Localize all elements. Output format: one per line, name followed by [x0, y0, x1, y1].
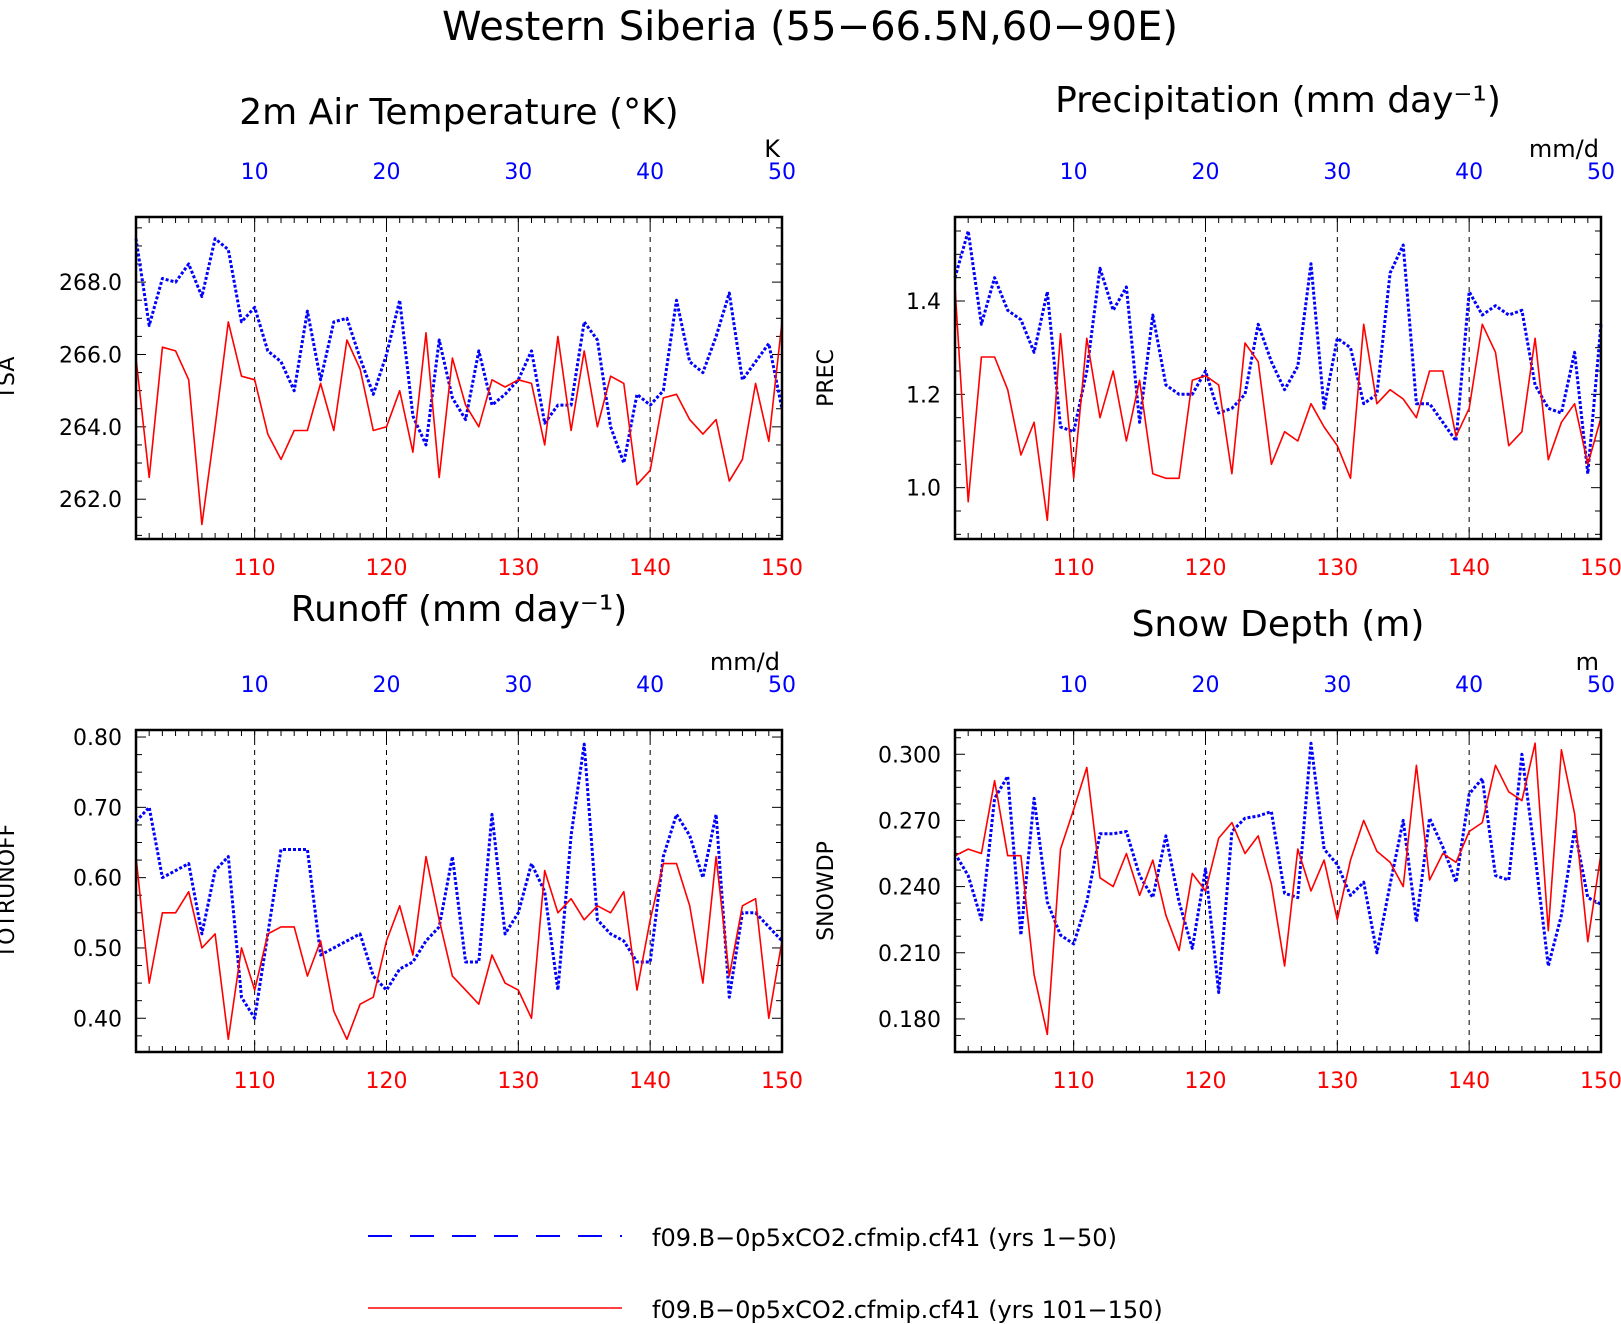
y-axis-label: PREC [814, 349, 839, 407]
x-top-tick-label: 50 [1587, 160, 1615, 185]
chart-title: Snow Depth (m) [1132, 604, 1425, 645]
series-line-yrs-101-150 [954, 742, 1602, 1036]
x-top-tick-label: 40 [1455, 160, 1483, 185]
x-top-tick-label: 50 [768, 673, 796, 698]
x-top-tick-label: 30 [1323, 160, 1351, 185]
x-bottom-tick-label: 120 [365, 1069, 407, 1094]
y-tick-label: 268.0 [59, 271, 122, 296]
x-top-tick-label: 20 [1191, 673, 1219, 698]
y-tick-label: 0.60 [73, 867, 122, 892]
x-bottom-tick-label: 130 [1316, 556, 1358, 581]
y-tick-label: 1.4 [906, 290, 941, 315]
x-bottom-tick-label: 130 [1316, 1069, 1358, 1094]
x-bottom-tick-label: 150 [761, 556, 803, 581]
y-tick-label: 0.300 [878, 743, 941, 768]
x-top-tick-label: 40 [636, 673, 664, 698]
legend-label-series-b: f09.B−0p5xCO2.cfmip.cf41 (yrs 101−150) [652, 1296, 1163, 1324]
x-top-tick-label: 40 [636, 160, 664, 185]
x-bottom-tick-label: 140 [1448, 1069, 1490, 1094]
units-label: mm/d [710, 648, 780, 676]
y-tick-label: 0.240 [878, 876, 941, 901]
chart-title: 2m Air Temperature (°K) [239, 92, 678, 133]
x-bottom-tick-label: 120 [1184, 556, 1226, 581]
x-bottom-tick-label: 110 [1053, 1069, 1095, 1094]
x-top-tick-label: 10 [241, 673, 269, 698]
plot-frame [953, 728, 1603, 1054]
chart-title: Precipitation (mm day⁻¹) [1055, 80, 1501, 121]
x-bottom-tick-label: 150 [1580, 1069, 1621, 1094]
x-bottom-tick-label: 120 [365, 556, 407, 581]
series-line-yrs-101-150 [135, 855, 783, 1041]
y-tick-label: 0.40 [73, 1007, 122, 1032]
y-axis-label: TOTRUNOFF [0, 824, 20, 960]
y-tick-label: 1.0 [906, 477, 941, 502]
x-top-tick-label: 10 [1060, 160, 1088, 185]
y-tick-label: 262.0 [59, 488, 122, 513]
series-line-yrs-1-50 [134, 237, 784, 465]
x-top-tick-label: 30 [1323, 673, 1351, 698]
y-tick-label: 0.50 [73, 937, 122, 962]
chart-panel-1: 2m Air Temperature (°K) 262.0 264.0 266.0 26… [0, 92, 803, 581]
x-top-tick-label: 40 [1455, 673, 1483, 698]
legend: f09.B−0p5xCO2.cfmip.cf41 (yrs 1−50) f09.… [368, 1224, 1163, 1324]
y-axis-label: TSA [0, 357, 20, 401]
series-line-yrs-101-150 [135, 321, 783, 526]
x-top-tick-label: 20 [372, 673, 400, 698]
x-bottom-tick-label: 110 [234, 556, 276, 581]
series-line-yrs-1-50 [953, 229, 1603, 476]
y-tick-label: 1.2 [906, 383, 941, 408]
x-top-tick-label: 10 [241, 160, 269, 185]
y-axis-label: SNOWDP [814, 841, 839, 941]
chart-panel-3: Runoff (mm day⁻¹) 0.40 0.50 0.60 0.70 0.80 TOT… [0, 589, 803, 1094]
plot-frame [953, 215, 1603, 541]
y-tick-label: 0.70 [73, 796, 122, 821]
x-bottom-tick-label: 140 [629, 556, 671, 581]
x-bottom-tick-label: 130 [497, 1069, 539, 1094]
y-tick-label: 266.0 [59, 343, 122, 368]
series-line-yrs-1-50 [953, 741, 1602, 994]
series-line-yrs-101-150 [954, 286, 1602, 522]
x-top-tick-label: 50 [768, 160, 796, 185]
main-title: Western Siberia (55−66.5N,60−90E) [442, 4, 1178, 50]
x-bottom-tick-label: 130 [497, 556, 539, 581]
units-label: K [764, 135, 781, 163]
chart-panels: 2m Air Temperature (°K) 262.0 264.0 266.0 26… [0, 80, 1621, 1094]
x-bottom-tick-label: 110 [234, 1069, 276, 1094]
plot-frame [134, 728, 784, 1054]
x-top-tick-label: 30 [504, 160, 532, 185]
x-top-tick-label: 20 [372, 160, 400, 185]
y-tick-label: 0.180 [878, 1008, 941, 1033]
chart-panel-2: Precipitation (mm day⁻¹) 1.0 1.2 1.4 PREC 110… [814, 80, 1621, 581]
chart-title: Runoff (mm day⁻¹) [291, 589, 628, 630]
x-bottom-tick-label: 150 [1580, 556, 1621, 581]
x-bottom-tick-label: 120 [1184, 1069, 1226, 1094]
x-top-tick-label: 30 [504, 673, 532, 698]
x-bottom-tick-label: 140 [629, 1069, 671, 1094]
x-bottom-tick-label: 140 [1448, 556, 1490, 581]
y-tick-label: 264.0 [59, 416, 122, 441]
x-top-tick-label: 50 [1587, 673, 1615, 698]
y-tick-label: 0.270 [878, 809, 941, 834]
x-bottom-tick-label: 110 [1053, 556, 1095, 581]
plot-frame [134, 215, 784, 541]
chart-panel-4: Snow Depth (m) 0.180 0.210 0.240 0.270 0.300 S… [814, 604, 1621, 1094]
units-label: m [1576, 648, 1599, 676]
x-bottom-tick-label: 150 [761, 1069, 803, 1094]
x-top-tick-label: 10 [1060, 673, 1088, 698]
series-line-yrs-1-50 [134, 742, 784, 1020]
y-tick-label: 0.80 [73, 726, 122, 751]
y-tick-label: 0.210 [878, 942, 941, 967]
legend-label-series-a: f09.B−0p5xCO2.cfmip.cf41 (yrs 1−50) [652, 1224, 1117, 1252]
x-top-tick-label: 20 [1191, 160, 1219, 185]
units-label: mm/d [1529, 135, 1599, 163]
